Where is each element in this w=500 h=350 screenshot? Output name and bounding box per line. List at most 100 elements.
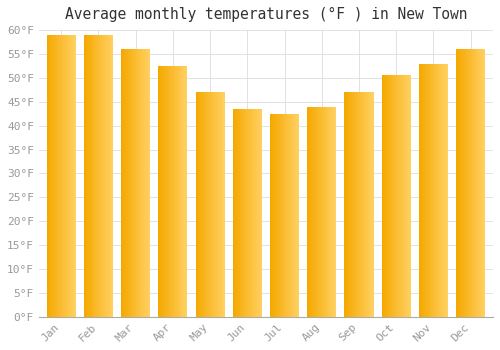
Bar	[86, 35, 87, 317]
Bar	[142, 49, 144, 317]
Bar	[247, 109, 248, 317]
Bar	[296, 114, 297, 317]
Bar	[72, 35, 74, 317]
Bar	[456, 49, 458, 317]
Bar	[204, 92, 206, 317]
Bar	[434, 63, 436, 317]
Bar	[407, 76, 408, 317]
Bar	[176, 66, 178, 317]
Bar	[88, 35, 90, 317]
Bar	[85, 35, 86, 317]
Bar	[180, 66, 182, 317]
Bar	[250, 109, 251, 317]
Bar	[171, 66, 172, 317]
Bar	[446, 63, 447, 317]
Bar	[210, 92, 211, 317]
Bar	[140, 49, 141, 317]
Bar	[280, 114, 281, 317]
Bar	[351, 92, 352, 317]
Bar	[419, 63, 420, 317]
Bar	[444, 63, 445, 317]
Bar	[317, 106, 318, 317]
Bar	[207, 92, 208, 317]
Bar	[363, 92, 364, 317]
Bar	[370, 92, 372, 317]
Bar	[165, 66, 166, 317]
Bar	[402, 76, 403, 317]
Bar	[335, 106, 336, 317]
Bar	[196, 92, 198, 317]
Bar	[482, 49, 484, 317]
Bar	[271, 114, 272, 317]
Bar	[332, 106, 334, 317]
Bar	[384, 76, 385, 317]
Bar	[422, 63, 423, 317]
Bar	[291, 114, 292, 317]
Bar	[275, 114, 276, 317]
Bar	[236, 109, 237, 317]
Bar	[424, 63, 425, 317]
Bar	[384, 76, 386, 317]
Bar	[108, 35, 109, 317]
Bar	[215, 92, 216, 317]
Bar	[400, 76, 401, 317]
Bar	[209, 92, 210, 317]
Bar	[172, 66, 173, 317]
Bar	[420, 63, 421, 317]
Bar	[382, 76, 383, 317]
Bar	[292, 114, 294, 317]
Bar	[273, 114, 274, 317]
Bar	[326, 106, 328, 317]
Bar	[436, 63, 438, 317]
Bar	[255, 109, 256, 317]
Bar	[206, 92, 208, 317]
Bar	[443, 63, 444, 317]
Bar	[147, 49, 148, 317]
Bar	[61, 35, 62, 317]
Bar	[218, 92, 220, 317]
Bar	[260, 109, 261, 317]
Bar	[410, 76, 411, 317]
Bar	[401, 76, 402, 317]
Bar	[70, 35, 72, 317]
Bar	[461, 49, 462, 317]
Bar	[405, 76, 406, 317]
Bar	[59, 35, 60, 317]
Bar	[344, 92, 346, 317]
Bar	[130, 49, 131, 317]
Bar	[399, 76, 400, 317]
Bar	[390, 76, 392, 317]
Bar	[54, 35, 56, 317]
Bar	[86, 35, 88, 317]
Bar	[316, 106, 317, 317]
Bar	[166, 66, 167, 317]
Bar	[428, 63, 430, 317]
Bar	[358, 92, 359, 317]
Bar	[128, 49, 129, 317]
Bar	[458, 49, 459, 317]
Bar	[106, 35, 107, 317]
Bar	[107, 35, 108, 317]
Bar	[66, 35, 67, 317]
Bar	[252, 109, 253, 317]
Bar	[361, 92, 362, 317]
Bar	[64, 35, 65, 317]
Bar	[298, 114, 299, 317]
Bar	[277, 114, 278, 317]
Bar	[408, 76, 409, 317]
Bar	[470, 49, 472, 317]
Bar	[392, 76, 394, 317]
Bar	[288, 114, 290, 317]
Bar	[348, 92, 350, 317]
Bar	[234, 109, 236, 317]
Bar	[465, 49, 466, 317]
Bar	[272, 114, 273, 317]
Bar	[62, 35, 63, 317]
Bar	[121, 49, 122, 317]
Bar	[211, 92, 212, 317]
Bar	[404, 76, 405, 317]
Bar	[467, 49, 468, 317]
Bar	[104, 35, 105, 317]
Bar	[52, 35, 54, 317]
Bar	[354, 92, 355, 317]
